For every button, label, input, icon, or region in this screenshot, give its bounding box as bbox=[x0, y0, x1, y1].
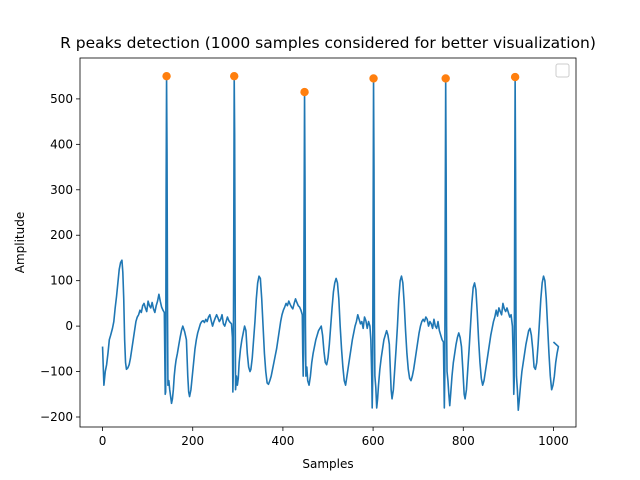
x-tick-label: 800 bbox=[452, 434, 475, 448]
x-tick-label: 200 bbox=[181, 434, 204, 448]
y-tick-label: 100 bbox=[50, 274, 73, 288]
r-peak-point bbox=[300, 87, 309, 97]
r-peaks-layer bbox=[162, 71, 520, 97]
x-tick-label: 1000 bbox=[538, 434, 569, 448]
legend-box bbox=[555, 63, 570, 78]
plot-border bbox=[79, 57, 577, 428]
chart-title: R peaks detection (1000 samples consider… bbox=[60, 34, 596, 52]
y-tick-label: 300 bbox=[50, 183, 73, 197]
y-tick-label: 0 bbox=[65, 319, 73, 333]
y-tick-label: 400 bbox=[50, 137, 73, 151]
plot-frame bbox=[80, 58, 576, 427]
ticks-layer: 0 200 400 600 800 1000 −200 −100 0 100 200 300 400 50… bbox=[40, 92, 569, 448]
y-tick-label: 200 bbox=[50, 228, 73, 242]
y-tick-label: −100 bbox=[40, 365, 73, 379]
x-tick-label: 600 bbox=[362, 434, 385, 448]
y-tick-label: −200 bbox=[40, 410, 73, 424]
x-tick-label: 0 bbox=[99, 434, 107, 448]
y-tick-label: 500 bbox=[50, 92, 73, 106]
r-peak-point bbox=[510, 72, 520, 82]
x-tick-label: 400 bbox=[271, 434, 294, 448]
r-peak-point bbox=[369, 74, 378, 83]
r-peak-point bbox=[162, 71, 171, 81]
r-peak-point bbox=[441, 74, 450, 83]
r-peak-point bbox=[230, 71, 239, 81]
y-axis-label: Amplitude bbox=[13, 212, 27, 274]
ecg-signal-line bbox=[101, 75, 560, 411]
signal-layer bbox=[101, 75, 560, 411]
x-axis-label: Samples bbox=[302, 457, 353, 471]
